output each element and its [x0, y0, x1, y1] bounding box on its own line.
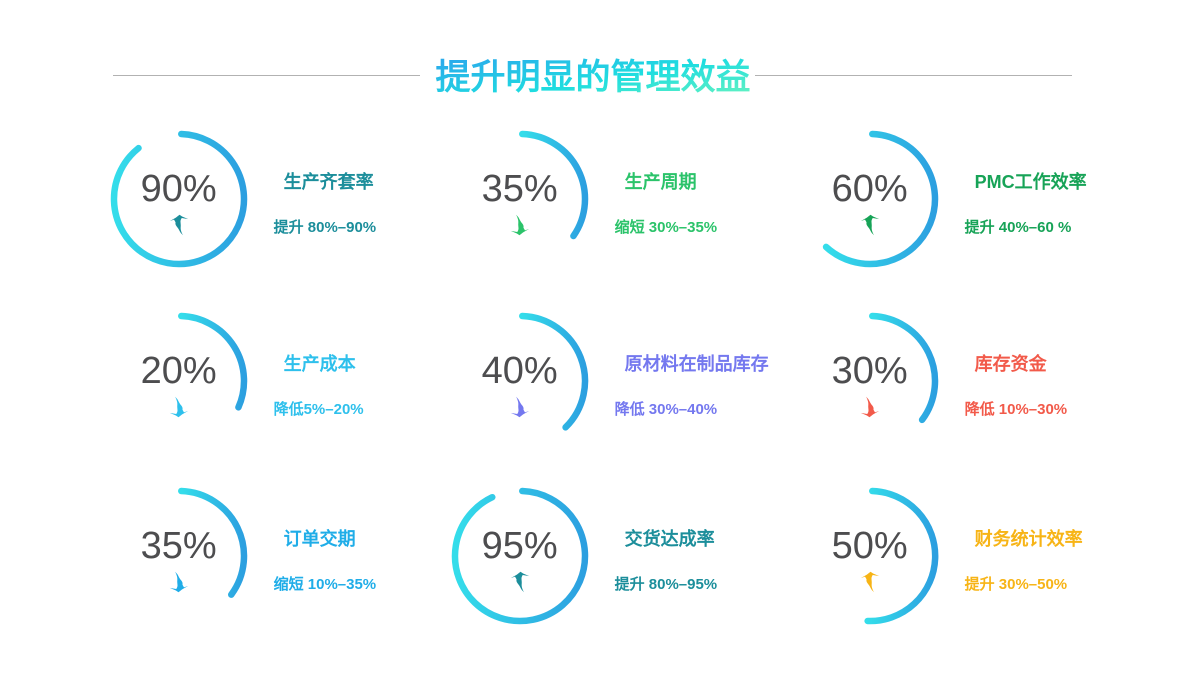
svg-text:提升明显的管理效益: 提升明显的管理效益 — [435, 58, 750, 97]
